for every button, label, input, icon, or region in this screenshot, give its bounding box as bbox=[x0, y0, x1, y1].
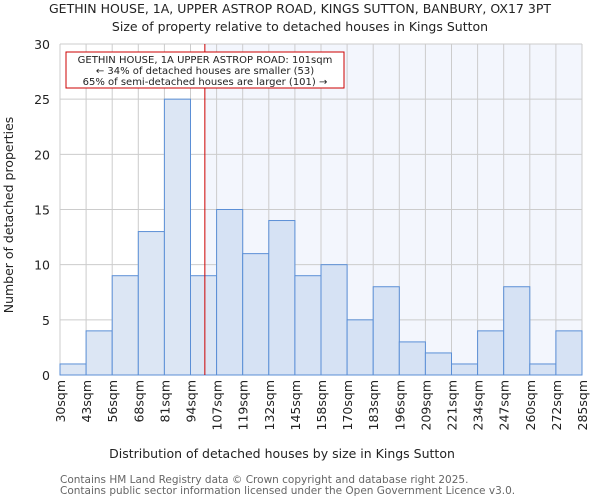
footer-line2: Contains public sector information licen… bbox=[60, 485, 515, 497]
bar bbox=[137, 231, 165, 376]
x-tick-label: 183sqm bbox=[366, 380, 381, 430]
chart-subtitle: Size of property relative to detached ho… bbox=[112, 19, 488, 34]
x-tick-label: 285sqm bbox=[575, 380, 590, 430]
x-tick-label: 234sqm bbox=[471, 380, 486, 430]
bar bbox=[111, 275, 139, 376]
chart-title: GETHIN HOUSE, 1A, UPPER ASTROP ROAD, KIN… bbox=[49, 1, 551, 16]
y-tick-label: 10 bbox=[34, 258, 50, 273]
x-tick-label: 107sqm bbox=[210, 380, 225, 430]
y-tick-label: 15 bbox=[34, 203, 50, 218]
x-tick-label: 247sqm bbox=[497, 380, 512, 430]
x-tick-label: 68sqm bbox=[131, 380, 146, 423]
x-tick-label: 260sqm bbox=[523, 380, 538, 430]
bar bbox=[59, 363, 87, 376]
x-tick-label: 158sqm bbox=[314, 380, 329, 430]
x-tick-label: 170sqm bbox=[340, 380, 355, 430]
annotation-box: GETHIN HOUSE, 1A UPPER ASTROP ROAD: 101s… bbox=[65, 51, 345, 89]
bar bbox=[451, 363, 479, 376]
x-tick-label: 81sqm bbox=[157, 380, 172, 423]
x-tick-label: 221sqm bbox=[445, 380, 460, 430]
bar bbox=[529, 363, 557, 376]
bar bbox=[477, 330, 505, 376]
bar bbox=[242, 253, 270, 376]
x-axis-label: Distribution of detached houses by size … bbox=[109, 446, 455, 461]
bar bbox=[372, 286, 400, 376]
y-tick-label: 30 bbox=[34, 37, 50, 52]
bar bbox=[85, 330, 113, 376]
bar bbox=[190, 275, 218, 376]
annotation-line1: GETHIN HOUSE, 1A UPPER ASTROP ROAD: 101s… bbox=[78, 55, 333, 66]
x-tick-label: 119sqm bbox=[236, 380, 251, 430]
x-tick-label: 145sqm bbox=[288, 380, 303, 430]
y-tick-label: 25 bbox=[34, 92, 50, 107]
bar bbox=[163, 98, 191, 376]
x-tick-label: 196sqm bbox=[392, 380, 407, 430]
x-tick-label: 132sqm bbox=[262, 380, 277, 430]
annotation-line3: 65% of semi-detached houses are larger (… bbox=[83, 77, 328, 88]
y-tick-label: 5 bbox=[42, 313, 50, 328]
x-tick-label: 209sqm bbox=[418, 380, 433, 430]
bar bbox=[398, 341, 426, 376]
bar bbox=[424, 352, 452, 376]
bar bbox=[268, 220, 296, 376]
y-tick-label: 0 bbox=[42, 368, 50, 383]
y-tick-label: 20 bbox=[34, 147, 50, 162]
bar bbox=[320, 264, 348, 376]
x-tick-label: 30sqm bbox=[53, 380, 68, 423]
bar bbox=[294, 275, 322, 376]
x-tick-label: 94sqm bbox=[184, 380, 199, 423]
x-tick-label: 43sqm bbox=[79, 380, 94, 423]
y-axis-label: Number of detached properties bbox=[1, 117, 16, 314]
bar bbox=[346, 319, 374, 376]
bar bbox=[216, 209, 244, 376]
footer-line1: Contains HM Land Registry data © Crown c… bbox=[60, 474, 468, 486]
x-tick-label: 56sqm bbox=[105, 380, 120, 423]
x-tick-label: 272sqm bbox=[549, 380, 564, 430]
bar bbox=[555, 330, 583, 376]
bar bbox=[503, 286, 531, 376]
annotation-line2: ← 34% of detached houses are smaller (53… bbox=[96, 66, 314, 77]
